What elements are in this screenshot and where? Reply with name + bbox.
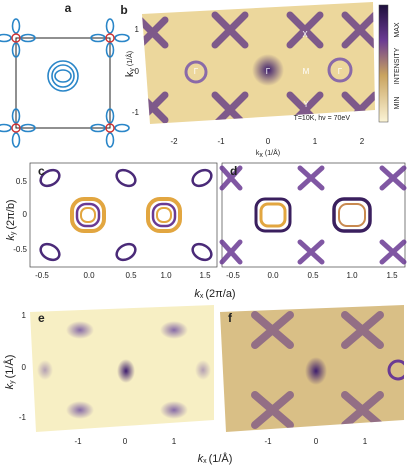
y-tick-label: -1 [132,108,140,117]
x-tick-label: 0 [266,137,271,146]
calc-fs [219,165,407,265]
subscript: y [10,231,17,235]
panel-c: c 0.5 0 -0.5 -0.5 0.0 0.5 1.0 1.5 [13,162,218,280]
point-label: M [303,67,310,76]
x-tick-label: -0.5 [226,271,240,280]
x-tick-label: 0.0 [83,271,95,280]
unit: (1/Å) [265,148,280,157]
y-tick-label: 1 [135,25,140,34]
subscript: x [200,293,204,300]
x-tick-label: -1 [264,437,272,446]
panel-label: a [65,1,72,15]
panel-label: f [228,311,233,325]
unit: (2π/a) [205,288,235,300]
symbol: k [124,71,136,77]
fermi-surface [0,18,130,148]
unit: (1/Å) [209,452,233,465]
panel-label: e [38,311,45,325]
colorbar-label: MAX [394,22,401,38]
x-tick-label: 1.0 [346,271,358,280]
x-tick-label: 2 [360,137,365,146]
symbol: k [198,453,204,465]
bz-points: Γ Γ M Γ X Y [194,30,343,109]
symbol: k [5,235,17,241]
symbol: k [194,288,200,300]
arpes-map [30,305,214,432]
point-label: Γ [266,67,271,76]
panel-label: c [38,164,45,178]
subscript: x [203,458,207,465]
unit: (2π/b) [5,199,17,229]
x-tick-label: 1.5 [386,271,398,280]
panel-a: a [0,1,130,148]
x-axis-label: kx (2π/a) [194,288,235,300]
pocket [11,33,115,133]
point-label: Y [303,100,309,109]
x-tick-label: 0.0 [267,271,279,280]
y-tick-label: 0 [135,67,140,76]
y-axis-label: ky (1/Å) [124,51,136,77]
arpes-map [220,305,404,432]
x-tick-label: 0 [123,437,128,446]
zone-boundary [15,37,111,129]
x-tick-label: 0.5 [307,271,319,280]
panel-d: d -0.5 0.0 0.5 1.0 1.5 [219,162,407,280]
x-tick-label: 1 [172,437,177,446]
x-tick-label: 0.5 [125,271,137,280]
x-axis-label: kx (1/Å) [198,452,233,465]
colorbar [378,4,389,123]
arpes-map [142,2,375,124]
panel-f: f -1 0 1 [220,305,404,446]
y-axis-label: ky(1/Å) [3,355,16,390]
plot-area [29,162,218,268]
symbol: k [256,150,260,157]
point-label: Γ [194,67,199,76]
panel-e: e 1 0 -1 -1 0 1 [19,305,214,446]
x-tick-label: -1 [74,437,82,446]
y-tick-label: 0.5 [16,177,28,186]
x-tick-label: 1.0 [160,271,172,280]
y-tick-label: -0.5 [13,245,27,254]
y-tick-label: -1 [19,413,27,422]
x-axis-label: kx (1/Å) [256,148,280,159]
x-tick-label: 0 [314,437,319,446]
panel-b: b ky(1/Å) 1 0 -1 -2 -1 0 1 2 kx (1/Å) Γ Γ… [120,2,401,159]
annotation: T=10K, hν = 70eV [294,115,351,122]
y-tick-label: 0 [22,363,27,372]
x-tick-label: -0.5 [35,271,49,280]
colorbar-label: INTENSITY [394,47,401,84]
x-tick-label: 1 [313,137,318,146]
y-tick-label: 0 [23,210,28,219]
calc-fs [39,168,213,262]
x-tick-label: -1 [217,137,225,146]
symbol: k [4,383,16,389]
colorbar-label: MIN [394,97,401,110]
unit: (1/Å) [125,51,134,66]
x-tick-label: -2 [170,137,178,146]
unit: (1/Å) [3,355,16,379]
y-tick-label: 1 [22,311,27,320]
x-tick-label: 1 [363,437,368,446]
subscript: y [129,68,136,72]
point-label: Γ [338,67,343,76]
subscript: x [259,152,263,159]
panel-label: d [230,164,237,178]
point-label: X [302,30,308,39]
subscript: y [9,380,16,384]
y-axis-label: ky (2π/b) [5,199,17,240]
panel-label: b [120,3,127,17]
x-tick-label: 1.5 [199,271,211,280]
